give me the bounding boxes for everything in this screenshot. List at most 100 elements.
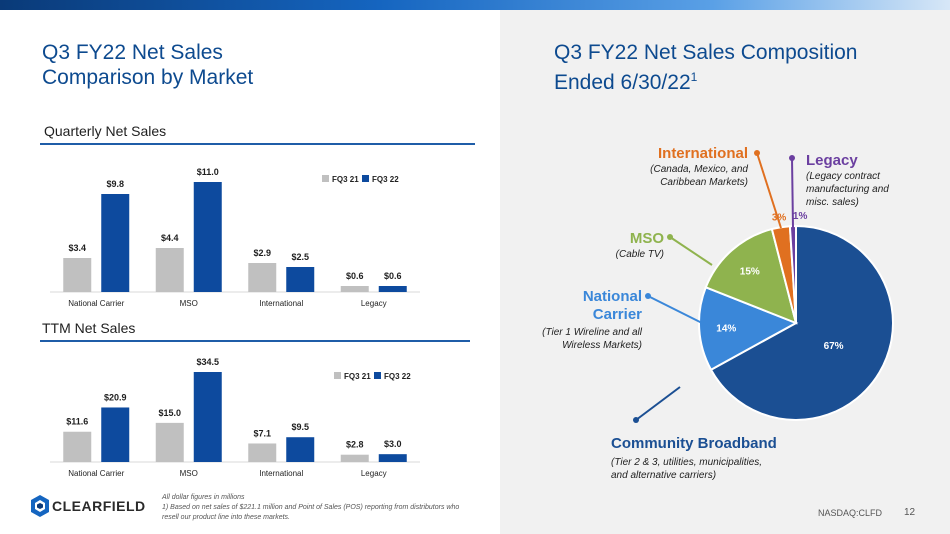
- bar-value-label: $4.4: [161, 233, 179, 243]
- leader-dot: [645, 293, 651, 299]
- pie-percent-label: 1%: [793, 211, 808, 222]
- legacy-desc-2: manufacturing and: [806, 184, 889, 195]
- legend-swatch: [374, 372, 381, 379]
- mso-name: MSO: [629, 230, 664, 247]
- top-accent-bar: [0, 0, 950, 10]
- category-tick-label: International: [259, 469, 303, 478]
- national-name-2: Carrier: [592, 306, 642, 323]
- bar-value-label: $3.0: [384, 439, 402, 449]
- community-broadband-label: Community Broadband (Tier 2 & 3, utiliti…: [611, 435, 841, 482]
- pie-percent-label: 67%: [824, 341, 844, 352]
- bar-fq3-21-national-carrier: [63, 258, 92, 292]
- bar-value-label: $3.4: [68, 243, 86, 253]
- bar-fq3-22-international: [286, 267, 315, 292]
- national-desc-1: (Tier 1 Wireline and all: [542, 327, 642, 338]
- legend-swatch: [362, 175, 369, 182]
- leader-line-international: [756, 152, 782, 229]
- bar-fq3-21-mso: [155, 248, 184, 292]
- international-name: International: [657, 145, 748, 162]
- pie-slice-national-carrier: [698, 285, 799, 372]
- leader-line-national-carrier: [647, 295, 717, 331]
- national-name-1: National: [582, 288, 642, 305]
- leader-line-legacy: [791, 157, 794, 229]
- legend-label: FQ3 21: [332, 175, 359, 184]
- category-tick-label: National Carrier: [68, 469, 124, 478]
- bar-fq3-21-international: [248, 443, 277, 462]
- community-name: Community Broadband: [611, 435, 777, 452]
- bar-value-label: $2.5: [291, 252, 309, 262]
- international-desc-2: Caribbean Markets): [660, 177, 748, 188]
- ttm-subtitle: TTM Net Sales: [42, 320, 136, 336]
- international-label: International (Canada, Mexico, and Carib…: [600, 145, 748, 189]
- footnote-line1: All dollar figures in millions: [162, 494, 245, 501]
- bar-fq3-21-legacy: [340, 286, 369, 292]
- leader-line-community-broadband: [635, 386, 681, 421]
- bar-value-label: $2.9: [253, 248, 271, 258]
- page-number: 12: [904, 507, 916, 518]
- left-title: Q3 FY22 Net Sales Comparison by Market: [42, 40, 253, 90]
- bar-fq3-21-legacy: [340, 454, 369, 462]
- leader-dot: [789, 155, 795, 161]
- pie-slice-community-broadband: [709, 224, 894, 421]
- category-tick-label: MSO: [180, 299, 198, 308]
- bar-value-label: $9.8: [106, 179, 124, 189]
- bar-fq3-22-mso: [193, 182, 222, 292]
- leader-dot: [667, 234, 673, 240]
- category-tick-label: Legacy: [361, 469, 387, 478]
- bar-value-label: $7.1: [253, 428, 271, 438]
- quarterly-rule: [40, 143, 475, 145]
- community-desc-1: (Tier 2 & 3, utilities, municipalities,: [611, 457, 763, 468]
- ticker-label: NASDAQ:CLFD: [818, 508, 883, 518]
- bar-value-label: $34.5: [196, 357, 219, 367]
- bar-value-label: $0.6: [384, 271, 402, 281]
- legacy-name: Legacy: [806, 152, 858, 169]
- bar-fq3-22-national-carrier: [101, 194, 130, 292]
- right-title: Q3 FY22 Net Sales Composition Ended 6/30…: [554, 40, 857, 95]
- bar-fq3-22-legacy: [378, 454, 407, 462]
- bar-fq3-22-international: [286, 437, 315, 462]
- bar-value-label: $15.0: [158, 408, 181, 418]
- bar-fq3-21-mso: [155, 422, 184, 462]
- mso-label: MSO (Cable TV): [560, 230, 664, 261]
- bar-value-label: $20.9: [104, 392, 127, 402]
- legacy-label: Legacy (Legacy contract manufacturing an…: [806, 152, 926, 209]
- national-carrier-label: National Carrier (Tier 1 Wireline and al…: [520, 288, 642, 352]
- left-title-line1: Q3 FY22 Net Sales: [42, 41, 223, 64]
- bar-fq3-22-legacy: [378, 286, 407, 292]
- right-title-line2: Ended 6/30/221: [554, 65, 857, 95]
- ttm-bar-chart: $11.6 $20.9 National Carrier $15.0 $34.5 MSO $…: [50, 357, 420, 478]
- mso-desc-1: (Cable TV): [615, 249, 664, 260]
- bar-fq3-21-national-carrier: [63, 431, 92, 462]
- leader-line-mso: [669, 236, 713, 266]
- pie-percent-label: 15%: [740, 267, 760, 278]
- bar-value-label: $11.0: [197, 167, 219, 177]
- category-tick-label: International: [259, 299, 303, 308]
- quarterly-subtitle: Quarterly Net Sales: [44, 123, 167, 139]
- clearfield-logo-icon: [31, 495, 49, 517]
- bar-value-label: $9.5: [291, 422, 309, 432]
- category-tick-label: Legacy: [361, 299, 387, 308]
- legacy-desc-1: (Legacy contract: [806, 171, 880, 182]
- legend-label: FQ3 22: [372, 175, 399, 184]
- right-title-line1: Q3 FY22 Net Sales Composition: [554, 41, 858, 64]
- clearfield-logo: CLEARFIELD: [30, 494, 155, 522]
- footnote: All dollar figures in millions 1) Based …: [162, 493, 462, 523]
- ttm-rule: [40, 340, 470, 342]
- right-title-line2-text: Ended 6/30/22: [554, 71, 691, 94]
- logo-text: CLEARFIELD: [52, 498, 146, 514]
- legend-swatch: [334, 372, 341, 379]
- pie-slice-mso: [704, 227, 798, 325]
- bar-value-label: $11.6: [66, 417, 88, 427]
- footnote-line2: 1) Based on net sales of $221.1 million …: [162, 504, 460, 521]
- bar-value-label: $0.6: [346, 271, 364, 281]
- leader-dot: [754, 150, 760, 156]
- pie-percent-label: 3%: [772, 212, 787, 223]
- composition-pie-chart: 67% 14% 15% 3% 1%: [633, 150, 894, 423]
- legend-label: FQ3 21: [344, 372, 371, 381]
- bar-fq3-22-mso: [193, 372, 222, 462]
- pie-percent-label: 14%: [716, 323, 736, 334]
- bar-fq3-21-international: [248, 263, 277, 292]
- quarterly-bar-chart: $3.4 $9.8 National Carrier $4.4 $11.0 MSO $2.9…: [50, 167, 420, 308]
- leader-dot: [633, 417, 639, 423]
- category-tick-label: National Carrier: [68, 299, 124, 308]
